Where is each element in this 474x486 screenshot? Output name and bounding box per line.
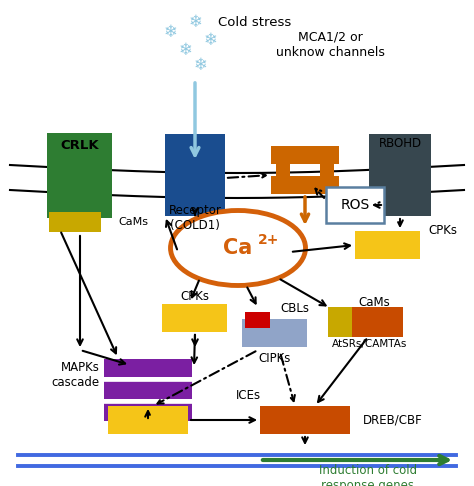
Text: ❄: ❄ bbox=[178, 41, 192, 59]
Text: CPKs: CPKs bbox=[181, 290, 210, 302]
Text: Ca: Ca bbox=[223, 238, 253, 258]
Ellipse shape bbox=[171, 210, 306, 285]
Bar bbox=[243, 319, 308, 347]
Bar bbox=[356, 231, 420, 259]
Text: Receptor
(COLD1): Receptor (COLD1) bbox=[169, 204, 221, 232]
Text: CIPKs: CIPKs bbox=[259, 351, 291, 364]
Text: ICEs: ICEs bbox=[236, 388, 261, 401]
Text: CBLs: CBLs bbox=[281, 301, 310, 314]
Bar bbox=[328, 307, 352, 337]
Text: CRLK: CRLK bbox=[61, 139, 100, 152]
Bar bbox=[369, 134, 431, 216]
Bar bbox=[165, 134, 225, 216]
Text: MAPKs
cascade: MAPKs cascade bbox=[52, 361, 100, 389]
Bar bbox=[260, 406, 350, 434]
Bar bbox=[271, 176, 339, 194]
Text: 2+: 2+ bbox=[258, 233, 279, 247]
Bar bbox=[104, 381, 192, 399]
Text: ❄: ❄ bbox=[188, 13, 202, 31]
Text: CPKs: CPKs bbox=[428, 224, 457, 237]
Text: DREB/CBF: DREB/CBF bbox=[363, 414, 423, 427]
Bar bbox=[276, 147, 290, 193]
Text: RBOHD: RBOHD bbox=[378, 137, 421, 150]
Bar bbox=[104, 359, 192, 377]
Text: CaMs: CaMs bbox=[358, 295, 390, 309]
Text: ❄: ❄ bbox=[203, 31, 217, 49]
Bar bbox=[246, 312, 271, 328]
Bar bbox=[333, 307, 403, 337]
Text: ❄: ❄ bbox=[163, 23, 177, 41]
Bar bbox=[326, 187, 384, 223]
Bar bbox=[47, 133, 112, 218]
Text: CaMs: CaMs bbox=[118, 217, 148, 227]
Text: ROS: ROS bbox=[340, 198, 370, 212]
Bar bbox=[271, 146, 339, 164]
Bar bbox=[163, 304, 228, 332]
Bar bbox=[320, 147, 334, 193]
Text: Cold stress: Cold stress bbox=[219, 16, 292, 29]
Bar bbox=[108, 406, 188, 434]
Text: MCA1/2 or
unknow channels: MCA1/2 or unknow channels bbox=[275, 31, 384, 59]
Text: ❄: ❄ bbox=[193, 56, 207, 74]
Bar bbox=[104, 403, 192, 421]
Text: AtSRs/CAMTAs: AtSRs/CAMTAs bbox=[332, 339, 408, 349]
Bar bbox=[49, 212, 101, 232]
Text: Induction of cold
response genes: Induction of cold response genes bbox=[319, 464, 417, 486]
